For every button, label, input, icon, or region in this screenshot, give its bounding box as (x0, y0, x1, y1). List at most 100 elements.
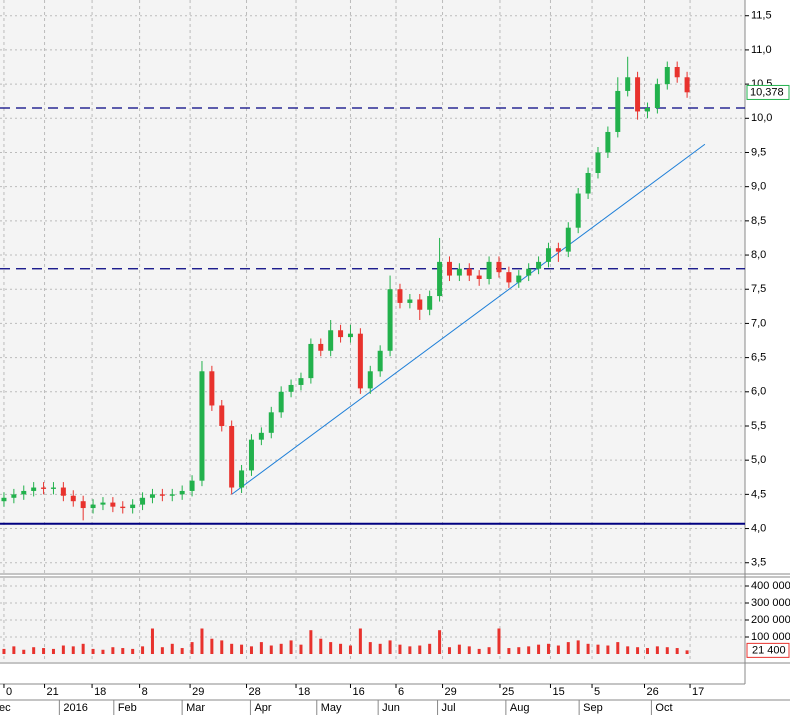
volume-bar (438, 630, 442, 655)
y-tick-label: 8,0 (751, 249, 766, 261)
volume-bar (220, 640, 224, 655)
y-tick-label: 11,5 (751, 10, 772, 22)
candle-body (219, 405, 225, 426)
x-tick-label: 29 (192, 686, 204, 698)
candle-body (347, 333, 353, 338)
x-tick-label: 18 (94, 686, 106, 698)
volume-bar (447, 647, 451, 655)
candle-body (545, 248, 551, 262)
y-tick-label: 8,5 (751, 215, 766, 227)
volume-bar (111, 647, 115, 655)
candle-body (674, 67, 680, 78)
candle-body (90, 504, 96, 509)
volume-bar (368, 642, 372, 655)
candle-body (189, 480, 195, 491)
month-label: 2016 (63, 702, 87, 714)
y-tick-label: 300 000 (751, 597, 790, 609)
candle-body (268, 412, 274, 433)
volume-bar (180, 648, 184, 655)
volume-bar (457, 644, 461, 655)
volume-bar (537, 644, 541, 655)
candle-body (397, 289, 403, 303)
candle-body (110, 502, 116, 507)
candle-body (50, 487, 56, 489)
volume-bar (71, 646, 75, 655)
candle-body (486, 261, 492, 279)
volume-bar (22, 649, 26, 655)
y-tick-label: 200 000 (751, 614, 790, 626)
candle-body (60, 487, 66, 496)
volume-bar (358, 628, 362, 655)
candle-body (298, 378, 304, 385)
y-tick-label: 4,0 (751, 522, 766, 534)
candle-body (476, 275, 482, 279)
price-panel (0, 0, 745, 573)
x-tick-label: 0 (6, 686, 12, 698)
volume-bar (477, 648, 481, 655)
volume-bar (269, 645, 273, 655)
candle-body (80, 501, 86, 509)
month-label: Feb (118, 702, 137, 714)
volume-bar (61, 645, 65, 655)
x-tick-label: 21 (47, 686, 59, 698)
candle-body (664, 67, 670, 85)
candle-body (605, 131, 611, 153)
candle-body (179, 490, 185, 495)
volume-bar (339, 643, 343, 655)
candle-body (466, 268, 472, 276)
month-label: Oct (655, 702, 672, 714)
volume-bar (141, 646, 145, 655)
candle-body (1, 497, 7, 502)
candle-body (437, 261, 443, 297)
candle-body (585, 172, 591, 194)
y-tick-label: 6,5 (751, 352, 766, 364)
candle-body (526, 268, 532, 276)
volume-bar (398, 644, 402, 655)
volume-bar (685, 650, 689, 655)
x-tick-label: 28 (249, 686, 261, 698)
candle-body (70, 495, 76, 502)
volume-bar (566, 642, 570, 655)
volume-bar (497, 628, 501, 655)
volume-bar (259, 642, 263, 655)
x-tick-label: 18 (298, 686, 310, 698)
candle-body (169, 494, 175, 496)
volume-bar (230, 643, 234, 655)
month-label: Apr (254, 702, 271, 714)
y-tick-label: 11,0 (751, 44, 772, 56)
y-tick-label: 5,0 (751, 454, 766, 466)
candle-body (654, 84, 660, 109)
candle-body (407, 299, 413, 303)
volume-bar (576, 640, 580, 655)
volume-bar (378, 643, 382, 655)
volume-bar (299, 644, 303, 655)
volume-bar (348, 645, 352, 655)
volume-bar (289, 640, 293, 655)
volume-bar (12, 646, 16, 655)
month-label: Sep (583, 702, 603, 714)
y-tick-label: 9,0 (751, 181, 766, 193)
candle-body (308, 343, 314, 379)
volume-bar (517, 647, 521, 655)
candle-body (229, 425, 235, 488)
candle-body (120, 506, 126, 509)
candle-body (278, 391, 284, 413)
volume-bar (32, 647, 36, 655)
candle-body (149, 494, 155, 498)
volume-bar (556, 645, 560, 655)
volume-bar (487, 647, 491, 655)
last-price-box (746, 84, 790, 100)
volume-bar (596, 644, 600, 655)
volume-bar (190, 642, 194, 655)
y-tick-label: 9,5 (751, 146, 766, 158)
y-tick-label: 4,5 (751, 488, 766, 500)
volume-bar (636, 647, 640, 655)
candle-body (417, 299, 423, 310)
volume-bar (665, 647, 669, 655)
candle-body (565, 227, 571, 252)
volume-bar (210, 638, 214, 655)
volume-bar (329, 642, 333, 655)
last-volume-box (746, 642, 790, 658)
x-tick-label: 15 (552, 686, 564, 698)
